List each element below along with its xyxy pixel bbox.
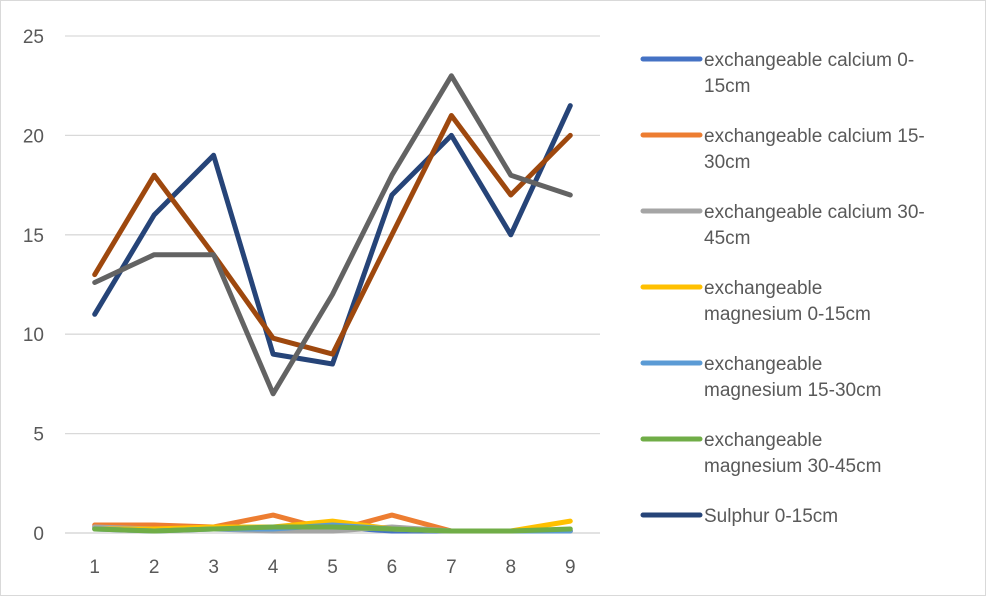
legend-label: exchangeable calcium 30- 45cm [704, 202, 925, 249]
y-tick-label: 10 [23, 325, 44, 346]
x-tick-label: 1 [89, 557, 100, 578]
legend-label: exchangeable calcium 15- 30cm [704, 126, 925, 173]
y-tick-label: 25 [23, 27, 44, 48]
x-axis-ticks: 1 2 3 4 5 6 7 8 9 [89, 557, 575, 578]
x-tick-label: 2 [149, 557, 160, 578]
legend-label-line: Sulphur 0-15cm [704, 506, 838, 527]
legend-label-line: 15cm [704, 76, 750, 97]
legend-label-line: exchangeable [704, 278, 822, 299]
x-tick-label: 9 [565, 557, 576, 578]
y-axis-ticks: 0 5 10 15 20 25 [23, 27, 44, 545]
legend-label: exchangeable magnesium 30-45cm [704, 430, 881, 477]
legend-label-line: exchangeable calcium 15- [704, 126, 925, 147]
x-tick-label: 3 [208, 557, 219, 578]
legend-label: exchangeable magnesium 15-30cm [704, 354, 881, 401]
legend-label-line: magnesium 30-45cm [704, 456, 881, 477]
y-tick-label: 0 [33, 524, 44, 545]
legend-label-line: exchangeable calcium 0- [704, 50, 914, 71]
y-tick-label: 15 [23, 226, 44, 247]
series-line-9 [92, 73, 573, 397]
x-tick-label: 7 [446, 557, 457, 578]
series-line-6 [92, 524, 573, 534]
series-lines [92, 73, 573, 534]
x-tick-label: 8 [506, 557, 517, 578]
legend-label: Sulphur 0-15cm [704, 506, 838, 527]
legend-label-line: exchangeable [704, 354, 822, 375]
legend-label-line: 45cm [704, 228, 750, 249]
legend-label: exchangeable calcium 0- 15cm [704, 50, 914, 97]
series-line-7 [92, 103, 573, 367]
x-tick-label: 5 [327, 557, 338, 578]
legend-label-line: magnesium 0-15cm [704, 304, 871, 325]
legend-label-line: 30cm [704, 152, 750, 173]
x-tick-label: 4 [268, 557, 279, 578]
series-line-8 [92, 113, 573, 357]
legend-label-line: exchangeable [704, 430, 822, 451]
legend-label-line: magnesium 15-30cm [704, 380, 881, 401]
legend: exchangeable calcium 0-15cmexchangeable … [640, 50, 925, 527]
x-tick-label: 6 [387, 557, 398, 578]
legend-label: exchangeable magnesium 0-15cm [704, 278, 871, 325]
y-tick-label: 20 [23, 126, 44, 147]
legend-label-line: exchangeable calcium 30- [704, 202, 925, 223]
y-tick-label: 5 [33, 425, 44, 446]
